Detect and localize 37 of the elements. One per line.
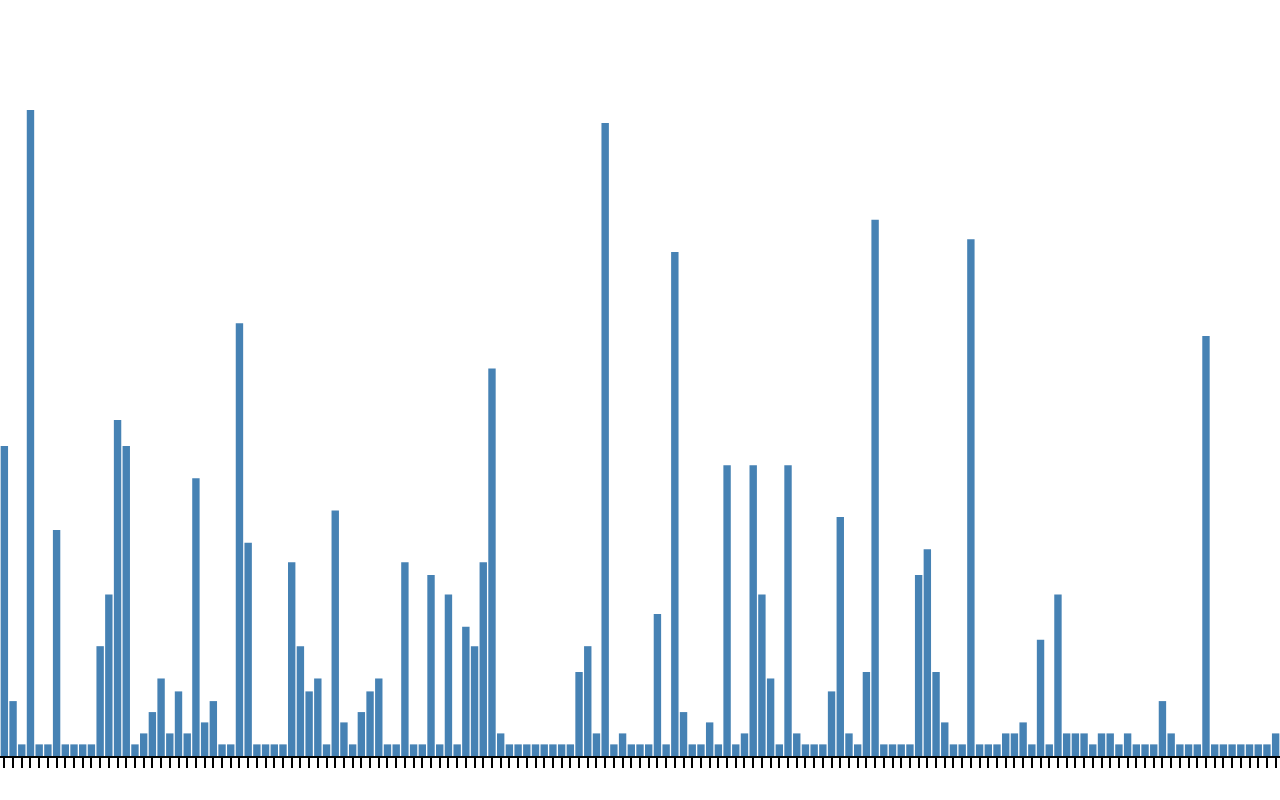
bar (26, 110, 35, 756)
bar (1141, 744, 1149, 756)
bar (723, 465, 731, 756)
bar (1219, 744, 1228, 756)
bar (1036, 639, 1045, 756)
bar (1184, 744, 1193, 756)
bar (549, 744, 557, 756)
bar (923, 549, 932, 756)
bar (653, 613, 662, 756)
bar (113, 420, 122, 756)
bar (1054, 594, 1062, 756)
bar (0, 445, 9, 756)
bar (531, 744, 540, 756)
bar (557, 744, 566, 756)
bar (235, 323, 244, 756)
bar (1245, 744, 1254, 756)
bar (1097, 733, 1106, 756)
bar (636, 744, 644, 756)
bar (1271, 733, 1280, 756)
bar (1123, 733, 1132, 756)
bar (261, 744, 270, 756)
bar (209, 701, 218, 756)
bar (1071, 733, 1080, 756)
bar (1202, 336, 1210, 756)
bar (1080, 733, 1088, 756)
bar (784, 465, 792, 756)
bar (444, 594, 453, 756)
bar (52, 529, 61, 756)
bar (888, 744, 897, 756)
bar (192, 478, 200, 756)
bar (1158, 701, 1167, 756)
bar (618, 733, 627, 756)
bar (705, 722, 714, 756)
bar (427, 575, 435, 756)
bar (174, 691, 183, 756)
bar (70, 744, 78, 756)
bar (488, 368, 496, 756)
